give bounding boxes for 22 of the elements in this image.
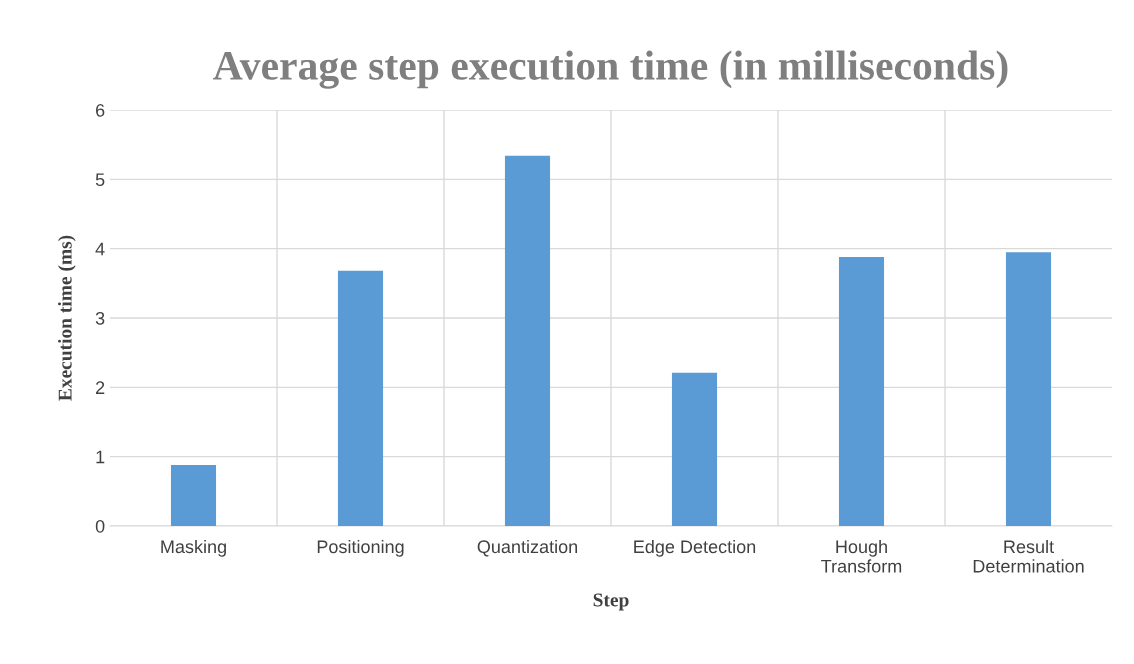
y-axis-title: Execution time (ms) [58, 235, 76, 401]
bar [337, 270, 384, 526]
y-tick-label: 1 [96, 450, 105, 464]
y-tick-label: 6 [96, 103, 105, 117]
x-tick-label: Edge Detection [634, 539, 756, 557]
x-axis-title: Step [593, 593, 629, 611]
x-tick-label: Positioning [317, 539, 404, 557]
x-tick-label: Result Determination [973, 539, 1084, 573]
bar [1005, 252, 1052, 526]
y-tick-label: 2 [96, 381, 105, 394]
y-tick-label: 4 [95, 242, 105, 256]
y-tick-label: 0 [95, 519, 105, 533]
y-tick-label: 5 [95, 173, 105, 187]
y-tick-label: 3 [95, 311, 105, 325]
chart-title: Average step execution time (in milliseconds) [213, 50, 1008, 89]
bar [838, 256, 885, 526]
x-tick-label: Hough Transform [821, 539, 902, 573]
x-tick-label: Masking [161, 539, 226, 557]
x-tick-label: Quantization [477, 539, 578, 557]
bar [671, 372, 718, 526]
bar [504, 155, 551, 526]
bar [170, 464, 217, 526]
